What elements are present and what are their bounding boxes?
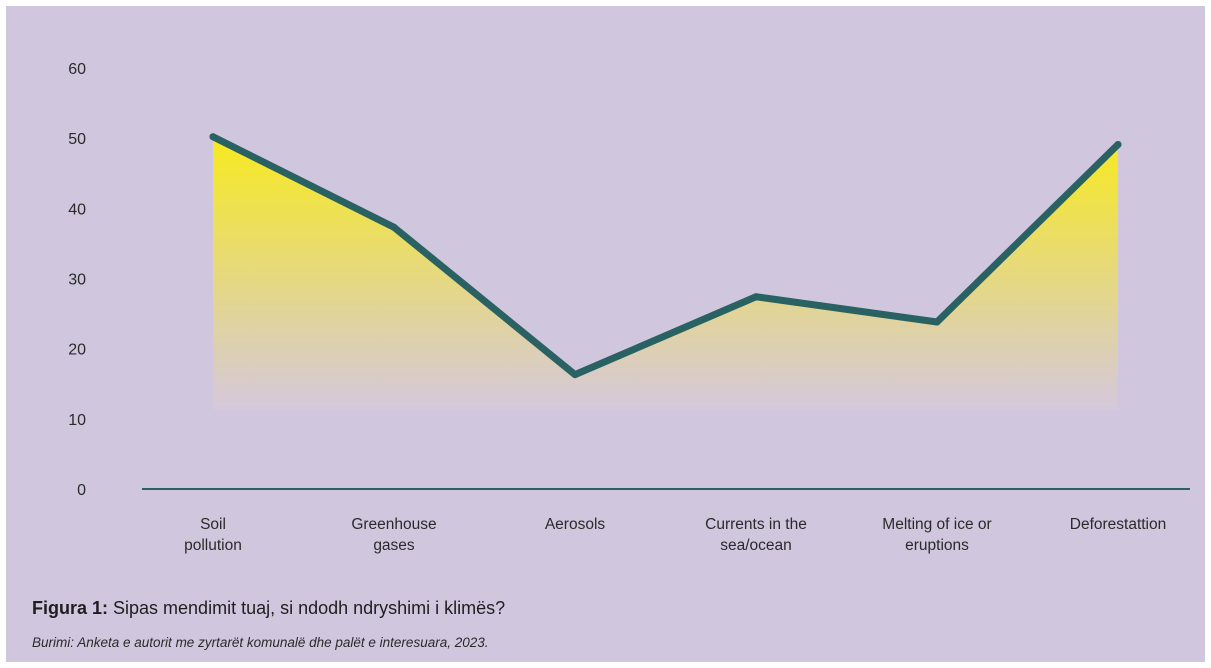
x-tick-label: Greenhouse gases [351,516,436,554]
y-tick-label: 40 [68,201,86,218]
figure-caption-label: Figura 1: [32,598,109,618]
area-fill [213,136,1118,410]
data-point [390,223,398,231]
x-tick-label-line: sea/ocean [720,537,792,554]
figure-caption-text: Sipas mendimit tuaj, si ndodh ndryshimi … [108,598,506,618]
y-tick-label: 20 [68,342,86,359]
data-points [209,133,1122,379]
y-tick-label: 0 [77,482,86,499]
x-tick-label-line: Soil [200,516,226,533]
x-tick-label-line: eruptions [905,537,969,554]
x-tick-label: Currents in the sea/ocean [705,516,807,554]
x-tick-label: Melting of ice or eruptions [882,516,991,554]
x-tick-label-line: gases [373,537,415,554]
x-tick-label-line: Greenhouse [351,516,436,533]
x-tick-label: Deforestattion [1070,516,1167,533]
x-tick-label: Aerosols [545,516,606,533]
figure-caption: Figura 1: Sipas mendimit tuaj, si ndodh … [32,598,505,619]
y-tick-label: 30 [68,272,86,289]
y-axis-ticks: 0 10 20 30 40 50 60 [68,61,86,499]
x-tick-label: Soil pollution [184,516,242,554]
data-point [571,371,579,379]
y-tick-label: 10 [68,412,86,429]
x-tick-label-line: pollution [184,537,242,554]
x-tick-label-line: Deforestattion [1070,516,1167,533]
data-point [752,293,760,301]
data-point [209,133,217,141]
x-tick-label-line: Melting of ice or [882,516,991,533]
data-point [1114,140,1122,148]
figure-source: Burimi: Anketa e autorit me zyrtarët kom… [32,635,489,650]
x-axis-labels: Soil pollution Greenhouse gases Aerosols Curr… [184,516,1166,554]
y-tick-label: 60 [68,61,86,78]
x-tick-label-line: Currents in the [705,516,807,533]
data-point [933,318,941,326]
series-line [209,133,1122,379]
x-tick-label-line: Aerosols [545,516,606,533]
y-tick-label: 50 [68,131,86,148]
